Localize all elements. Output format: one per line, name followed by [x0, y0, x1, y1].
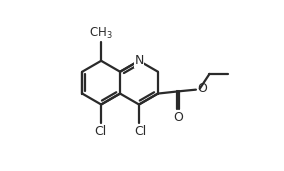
- Text: O: O: [173, 111, 183, 124]
- Text: O: O: [197, 82, 207, 95]
- Text: Cl: Cl: [134, 125, 146, 138]
- Text: CH$_3$: CH$_3$: [89, 26, 113, 41]
- Text: N: N: [134, 54, 144, 67]
- Text: Cl: Cl: [94, 125, 106, 138]
